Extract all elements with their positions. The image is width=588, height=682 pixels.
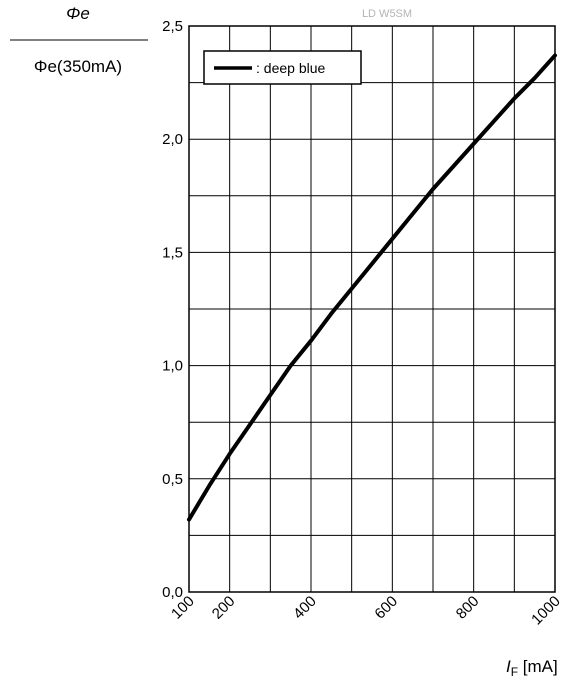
x-axis-ticks: 100 200 400 600 800 1000 bbox=[168, 593, 564, 629]
y-tick-label: 0,5 bbox=[162, 471, 183, 488]
x-tick-label: 200 bbox=[209, 593, 239, 623]
series-layer bbox=[187, 53, 557, 522]
y-axis-label-denominator: Φe(350mA) bbox=[34, 57, 122, 76]
x-axis-label: IF [mA] bbox=[506, 657, 558, 679]
y-axis-label: Φe Φe(350mA) bbox=[10, 4, 148, 76]
legend: : deep blue bbox=[203, 50, 362, 85]
y-axis-label-numerator: Φe bbox=[66, 4, 90, 23]
x-tick-label: 400 bbox=[290, 593, 320, 623]
plot-frame bbox=[188, 25, 556, 593]
x-tick-label: 800 bbox=[453, 593, 483, 623]
grid bbox=[189, 26, 555, 592]
y-tick-label: 2,0 bbox=[162, 131, 183, 148]
chart-watermark: LD W5SM bbox=[362, 8, 412, 20]
y-axis-ticks: 0,0 0,5 1,0 1,5 2,0 2,5 bbox=[162, 18, 183, 601]
legend-label-deep-blue: : deep blue bbox=[256, 60, 325, 76]
x-tick-label: 600 bbox=[371, 593, 401, 623]
y-tick-label: 1,0 bbox=[162, 358, 183, 375]
y-tick-label: 2,5 bbox=[162, 18, 183, 35]
y-tick-label: 0,0 bbox=[162, 584, 183, 601]
y-tick-label: 1,5 bbox=[162, 244, 183, 261]
x-tick-label: 1000 bbox=[528, 593, 564, 629]
series-line-deep-blue bbox=[187, 53, 557, 522]
